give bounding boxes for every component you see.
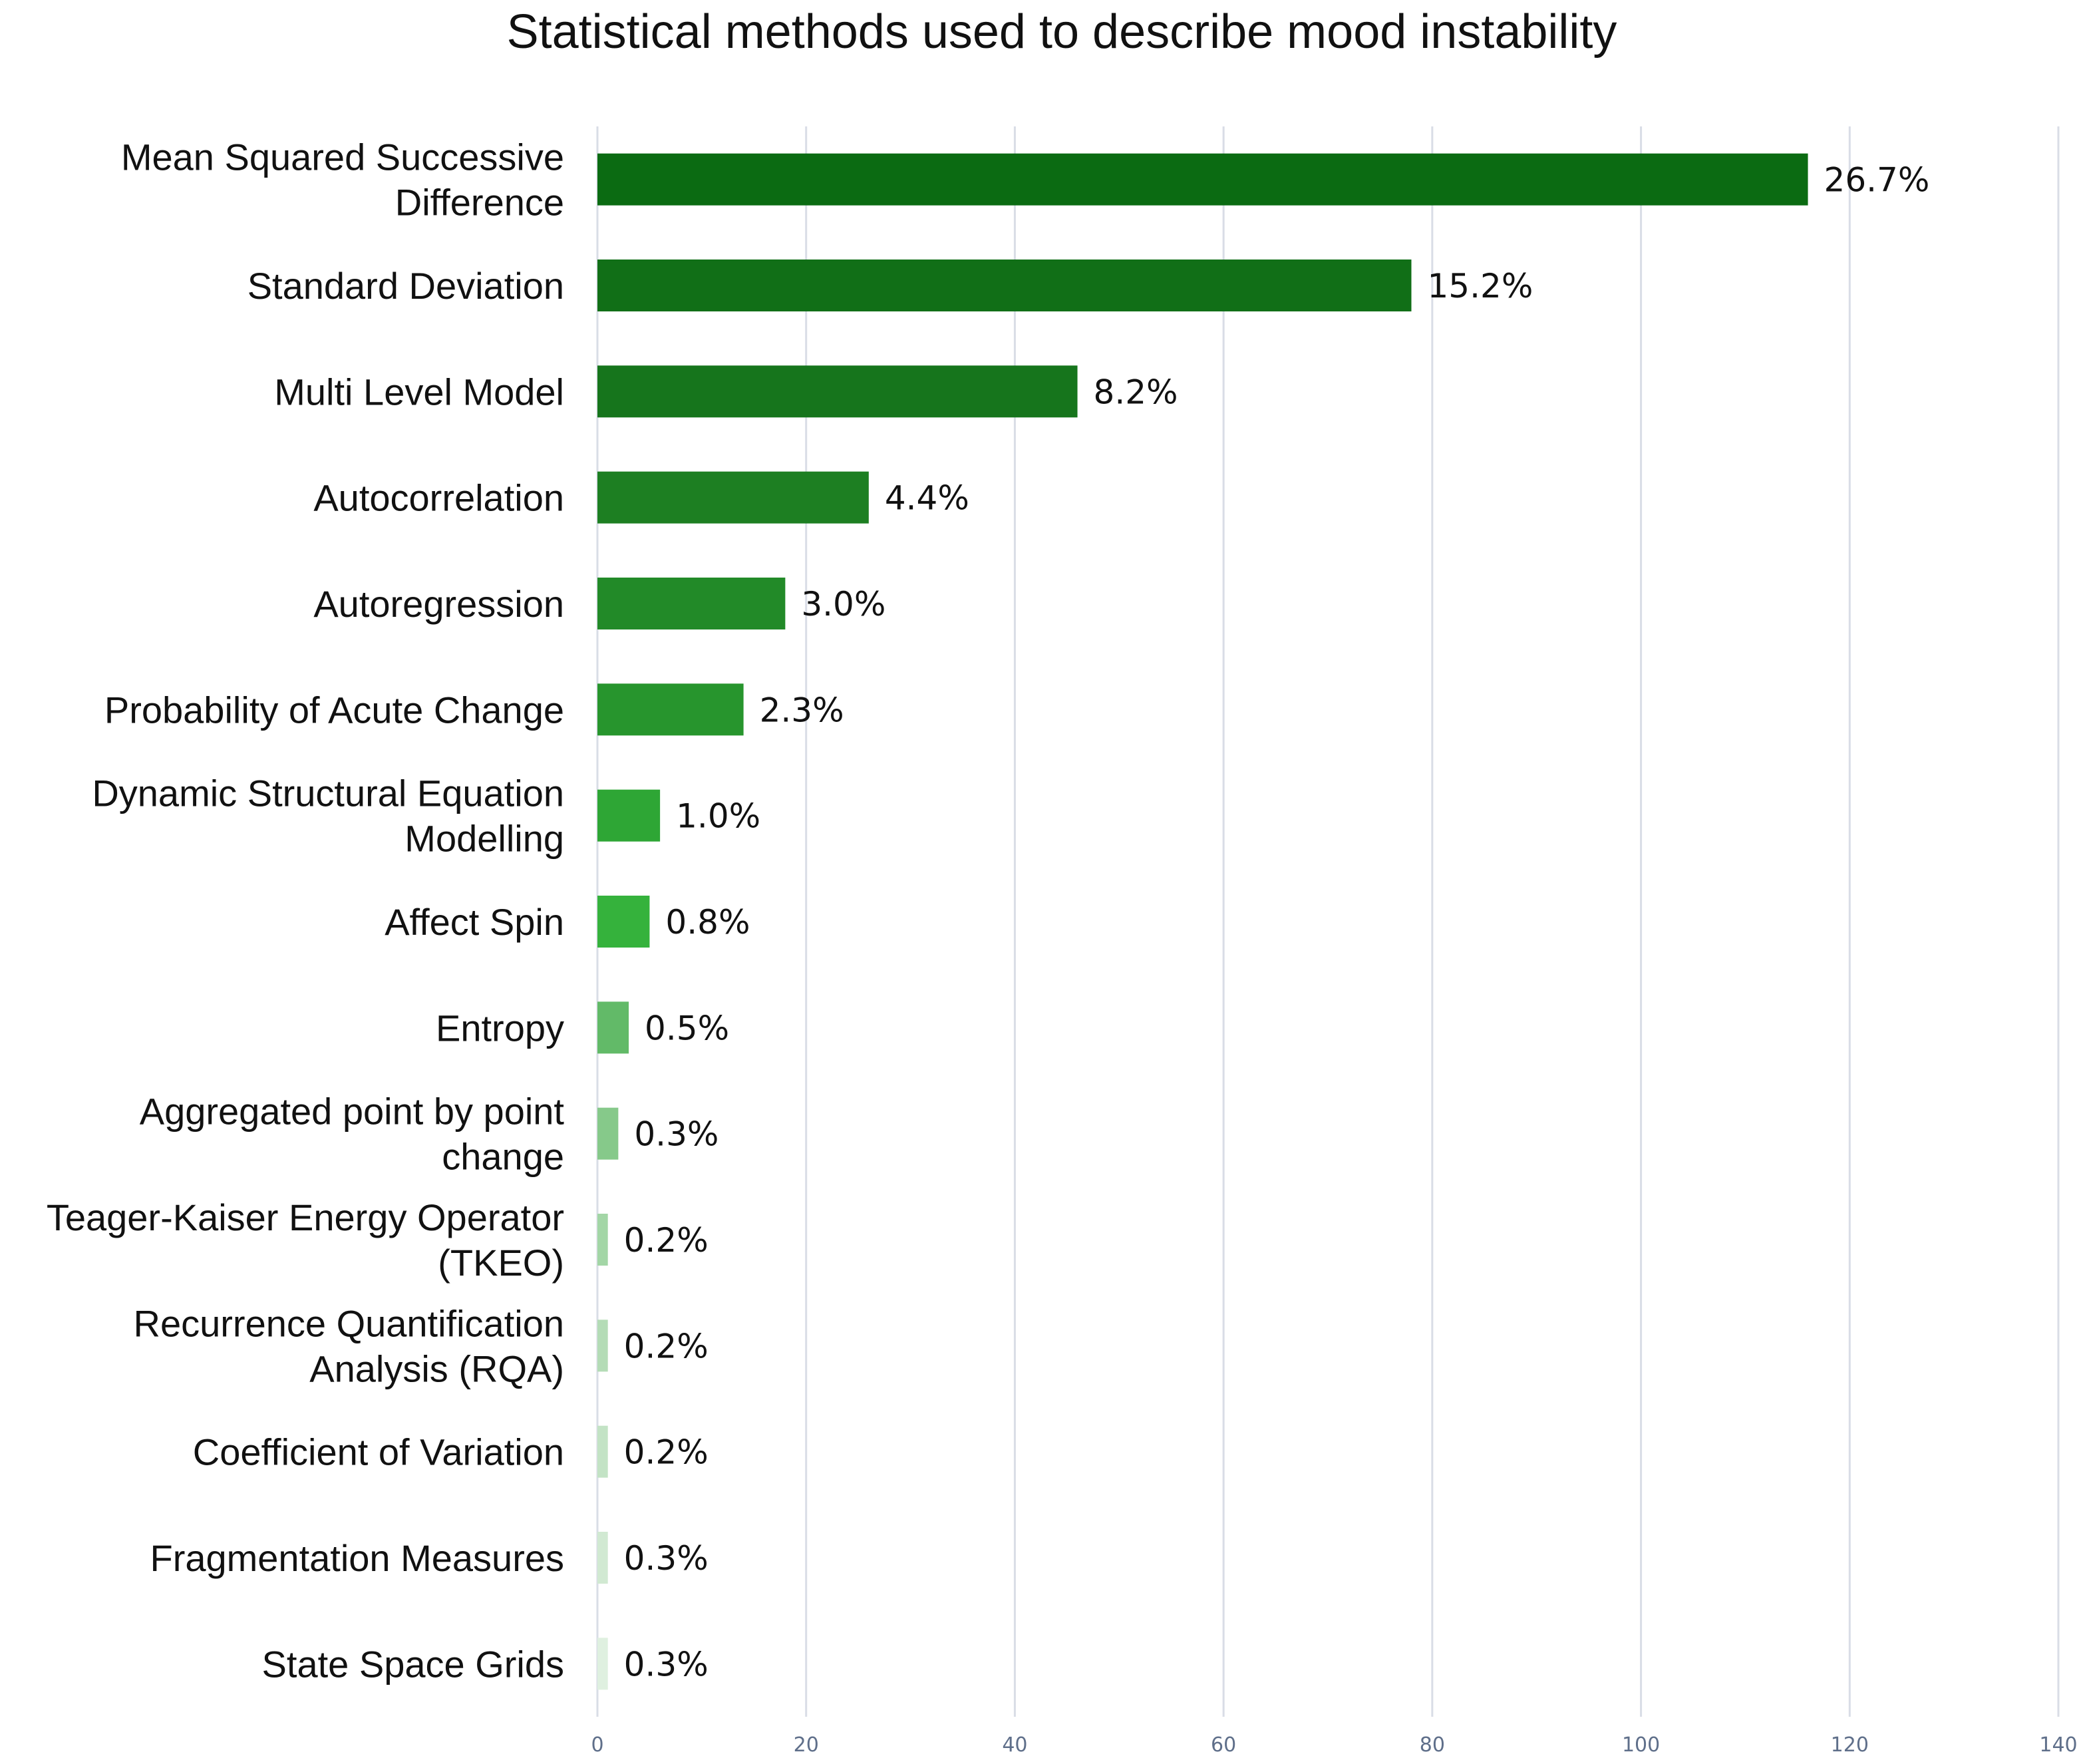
- bars: [597, 153, 1808, 1690]
- category-label: State Space Grids: [262, 1643, 564, 1685]
- bar: [597, 1001, 629, 1054]
- bar: [597, 1425, 608, 1478]
- category-label: Mean Squared Successive Difference: [121, 136, 564, 224]
- category-label: Standard Deviation: [247, 265, 564, 307]
- bar: [597, 1638, 608, 1690]
- category-label: Dynamic Structural Equation Modelling: [92, 773, 564, 860]
- category-label: Aggregated point by point change: [140, 1091, 565, 1178]
- x-tick-label: 60: [1211, 1733, 1236, 1757]
- category-label: Recurrence Quantification Analysis (RQA): [134, 1302, 564, 1389]
- bar: [597, 896, 650, 948]
- category-label: Affect Spin: [385, 901, 564, 943]
- bar: [597, 789, 661, 842]
- data-label: 0.2%: [624, 1433, 709, 1472]
- x-tick-label: 20: [794, 1733, 819, 1757]
- category-label: Autoregression: [313, 583, 564, 625]
- category-labels: Mean Squared Successive Difference Standar…: [47, 136, 565, 1685]
- category-label: Fragmentation Measures: [150, 1537, 564, 1579]
- grid: [596, 126, 2060, 1717]
- value-labels: 26.7% 15.2% 8.2% 4.4% 3.0% 2.3% 1.0% 0.8% 0.5% 0.…: [624, 161, 1930, 1684]
- bar: [597, 471, 869, 524]
- data-label: 26.7%: [1824, 161, 1930, 200]
- chart-title: Statistical methods used to describe moo…: [507, 5, 1617, 59]
- data-label: 0.5%: [645, 1009, 729, 1047]
- x-tick-label: 120: [1831, 1733, 1869, 1757]
- x-tick-label: 40: [1002, 1733, 1027, 1757]
- bar: [597, 1214, 608, 1266]
- x-tick-label: 80: [1420, 1733, 1445, 1757]
- data-label: 4.4%: [885, 479, 969, 518]
- category-label: Teager-Kaiser Energy Operator (TKEO): [47, 1196, 564, 1284]
- data-label: 0.2%: [624, 1221, 709, 1260]
- data-label: 3.0%: [801, 585, 885, 623]
- x-tick-label: 100: [1622, 1733, 1660, 1757]
- bar: [597, 1532, 608, 1584]
- bar: [597, 260, 1412, 311]
- bar: [597, 578, 786, 629]
- category-label: Coefficient of Variation: [193, 1431, 564, 1473]
- bar: [597, 683, 744, 736]
- bar: [597, 1107, 619, 1160]
- data-label: 2.3%: [760, 691, 844, 729]
- bar: [597, 153, 1808, 206]
- data-label: 0.3%: [624, 1645, 709, 1683]
- bar: [597, 1320, 608, 1372]
- data-label: 15.2%: [1427, 267, 1533, 305]
- data-label: 8.2%: [1094, 373, 1178, 411]
- x-tick-label: 0: [591, 1733, 603, 1757]
- bar: [597, 365, 1078, 418]
- data-label: 0.3%: [624, 1539, 709, 1578]
- data-label: 0.8%: [665, 903, 750, 942]
- category-label: Autocorrelation: [313, 477, 564, 519]
- x-axis-ticks: 0 20 40 60 80 100 120 140: [591, 1733, 2077, 1757]
- category-label: Probability of Acute Change: [104, 689, 564, 731]
- data-label: 0.2%: [624, 1327, 709, 1365]
- x-tick-label: 140: [2039, 1733, 2077, 1757]
- data-label: 1.0%: [676, 797, 760, 836]
- data-label: 0.3%: [634, 1115, 719, 1154]
- category-label: Multi Level Model: [274, 371, 564, 413]
- category-label: Entropy: [436, 1007, 564, 1049]
